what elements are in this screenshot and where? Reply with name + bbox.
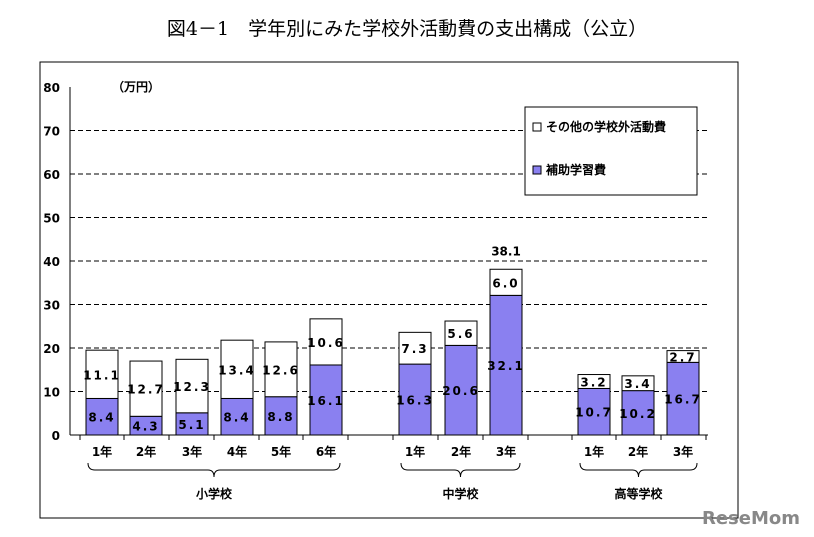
data-label: 3.4 xyxy=(624,377,651,391)
data-label: 12.7 xyxy=(127,383,165,397)
x-tick-label: 5年 xyxy=(271,444,291,459)
x-tick-label: 4年 xyxy=(227,444,247,459)
bar-segment-hojo xyxy=(444,344,478,436)
watermark-logo: ReseMom xyxy=(701,508,800,529)
bar-segment-hojo xyxy=(398,363,432,436)
legend-label: その他の学校外活動費 xyxy=(546,119,666,134)
x-tick-label: 2年 xyxy=(628,444,648,459)
data-label: 20.6 xyxy=(442,384,480,398)
bar-segment-other xyxy=(220,339,254,399)
bar-segment-other xyxy=(309,318,343,366)
data-label: 10.6 xyxy=(307,336,345,350)
bar-segment-hojo xyxy=(577,387,611,436)
x-tick-label: 2年 xyxy=(136,444,156,459)
data-label: 32.1 xyxy=(487,359,525,373)
chart-frame xyxy=(39,61,739,519)
y-tick-label: 0 xyxy=(52,429,60,443)
chart-title: 図4－1 学年別にみた学校外活動費の支出構成（公立） xyxy=(166,18,648,40)
bar-segment-hojo xyxy=(489,294,523,436)
legend-swatch xyxy=(532,165,542,175)
total-label: 38.1 xyxy=(491,244,521,258)
bar-segment-hojo xyxy=(621,390,655,436)
y-tick-label: 60 xyxy=(43,168,60,182)
unit-label: （万円） xyxy=(112,79,160,94)
data-label: 16.1 xyxy=(307,394,345,408)
y-tick-label: 20 xyxy=(43,342,60,356)
legend-swatch xyxy=(532,122,542,132)
group-label: 小学校 xyxy=(196,486,233,501)
data-label: 16.3 xyxy=(396,394,434,408)
x-tick-label: 3年 xyxy=(182,444,202,459)
data-label: 5.1 xyxy=(178,418,205,432)
data-label: 13.4 xyxy=(218,363,256,377)
x-tick-label: 1年 xyxy=(584,444,604,459)
bar-segment-other xyxy=(577,374,611,389)
y-tick-label: 40 xyxy=(43,255,60,269)
group-brace xyxy=(579,462,698,478)
y-tick-label: 70 xyxy=(43,125,60,139)
data-label: 8.4 xyxy=(88,411,115,425)
bar-segment-other xyxy=(621,375,655,392)
legend-label: 補助学習費 xyxy=(545,162,606,177)
data-label: 6.0 xyxy=(492,276,519,290)
x-tick-label: 6年 xyxy=(316,444,336,459)
x-tick-label: 2年 xyxy=(451,444,471,459)
data-label: 5.6 xyxy=(447,327,474,341)
data-label: 10.2 xyxy=(619,407,657,421)
data-label: 11.1 xyxy=(83,368,121,382)
group-brace xyxy=(87,462,341,478)
bar-segment-other xyxy=(85,349,119,399)
data-label: 16.7 xyxy=(664,393,702,407)
group-label: 高等学校 xyxy=(614,486,663,501)
group-brace xyxy=(400,462,521,478)
data-label: 4.3 xyxy=(132,420,159,434)
bar-segment-other xyxy=(175,358,209,414)
bar-segment-other xyxy=(444,320,478,346)
x-tick-label: 1年 xyxy=(405,444,425,459)
data-label: 8.8 xyxy=(267,410,294,424)
bar-segment-other xyxy=(129,360,163,417)
bar-segment-other xyxy=(666,350,700,363)
bar-segment-hojo xyxy=(220,397,254,436)
y-tick-label: 50 xyxy=(43,212,60,226)
legend xyxy=(524,106,698,196)
bar-segment-other xyxy=(489,268,523,296)
y-tick-label: 30 xyxy=(43,299,60,313)
data-label: 10.7 xyxy=(575,406,613,420)
bar-segment-hojo xyxy=(309,364,343,436)
y-tick-label: 80 xyxy=(43,81,60,95)
group-label: 中学校 xyxy=(442,486,479,501)
bar-segment-other xyxy=(398,331,432,365)
data-label: 3.2 xyxy=(580,375,607,389)
x-tick-label: 3年 xyxy=(496,444,516,459)
x-tick-label: 3年 xyxy=(673,444,693,459)
bar-segment-hojo xyxy=(85,397,119,436)
data-label: 2.7 xyxy=(669,350,696,364)
x-tick-label: 1年 xyxy=(92,444,112,459)
data-label: 12.6 xyxy=(262,363,300,377)
y-tick-label: 10 xyxy=(43,386,60,400)
bar-segment-hojo xyxy=(666,361,700,436)
data-label: 7.3 xyxy=(401,342,428,356)
bar-segment-hojo xyxy=(264,396,298,436)
data-label: 12.3 xyxy=(173,380,211,394)
bar-segment-other xyxy=(264,341,298,398)
data-label: 8.4 xyxy=(223,411,250,425)
